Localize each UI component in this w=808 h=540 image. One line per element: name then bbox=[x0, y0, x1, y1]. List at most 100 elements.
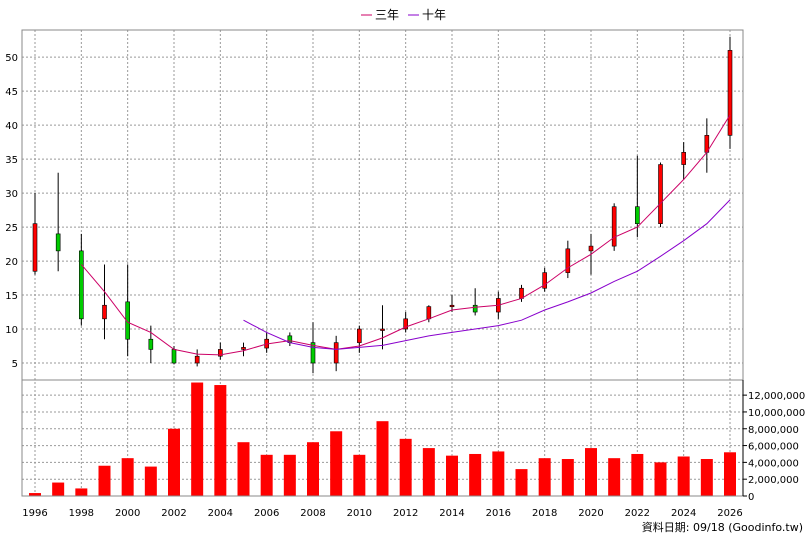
x-tick-label: 2012 bbox=[393, 508, 418, 519]
candle bbox=[79, 233, 84, 326]
volume-tick-label: 0 bbox=[748, 492, 754, 503]
legend: 三年 十年 bbox=[361, 8, 446, 22]
x-tick-label: 2004 bbox=[208, 508, 233, 519]
candle-body bbox=[519, 287, 524, 299]
volume-bar bbox=[353, 454, 366, 496]
volume-bar bbox=[654, 462, 667, 496]
candle-body bbox=[658, 164, 663, 224]
x-tick-label: 1996 bbox=[22, 508, 47, 519]
volume-tick-label: 4,000,000 bbox=[748, 458, 799, 469]
footer-source: 資料日期: 09/18 (Goodinfo.tw) bbox=[642, 520, 803, 534]
volume-bar bbox=[144, 466, 157, 496]
candle bbox=[681, 142, 686, 180]
candle-body bbox=[542, 272, 547, 289]
x-tick-label: 2020 bbox=[578, 508, 603, 519]
candle bbox=[333, 335, 339, 372]
candle-body bbox=[403, 318, 408, 330]
volume-bar bbox=[98, 465, 111, 496]
candle-body bbox=[426, 306, 432, 320]
candle bbox=[264, 332, 269, 353]
candle-body bbox=[380, 328, 385, 331]
candle-body bbox=[102, 304, 107, 320]
volume-bar bbox=[538, 458, 551, 496]
candle bbox=[102, 264, 107, 340]
axes: 5 10 15 20 25 30 35 40 45 50 0 2,000,000 4,000,000 6,… bbox=[5, 29, 805, 519]
volume-bar bbox=[515, 469, 528, 496]
volume-tick-label: 2,000,000 bbox=[748, 475, 799, 486]
volume-bar bbox=[283, 454, 296, 496]
candle-body bbox=[449, 304, 455, 308]
volume-bar bbox=[330, 431, 343, 496]
moving-average-lines bbox=[80, 114, 731, 356]
volume-tick-label: 12,000,000 bbox=[748, 391, 805, 402]
y-tick-label: 50 bbox=[5, 53, 18, 64]
candlesticks bbox=[32, 36, 733, 374]
y-tick-label: 35 bbox=[5, 155, 18, 166]
candle bbox=[635, 155, 640, 238]
volume-bar bbox=[700, 459, 713, 496]
volume-bar bbox=[446, 455, 458, 496]
plot-frame bbox=[21, 29, 744, 497]
candle bbox=[218, 342, 223, 360]
candle bbox=[357, 325, 362, 353]
candle-body bbox=[55, 233, 61, 252]
x-tick-label: 2026 bbox=[717, 508, 742, 519]
volume-bar bbox=[469, 453, 482, 496]
y-tick-label: 20 bbox=[5, 257, 18, 268]
candle-body bbox=[357, 328, 362, 343]
volume-bar bbox=[376, 421, 389, 496]
candle-body bbox=[218, 349, 223, 357]
y-tick-label: 30 bbox=[5, 189, 18, 200]
volume-bar bbox=[75, 488, 88, 496]
volume-bars bbox=[29, 382, 736, 496]
ma-line-10y bbox=[243, 199, 731, 350]
candle bbox=[704, 118, 710, 173]
candle bbox=[241, 342, 246, 357]
volume-bar bbox=[677, 456, 690, 496]
volume-bar bbox=[492, 451, 505, 496]
x-tick-label: 2000 bbox=[115, 508, 140, 519]
candle-body bbox=[611, 206, 617, 247]
candle-body bbox=[171, 349, 177, 364]
volume-bar bbox=[307, 442, 319, 496]
candle bbox=[194, 349, 200, 367]
y-tick-label: 40 bbox=[5, 121, 18, 132]
x-tick-label: 2008 bbox=[300, 508, 325, 519]
volume-bar bbox=[121, 458, 134, 496]
legend-label-3y: 三年 bbox=[375, 8, 399, 22]
x-tick-label: 2006 bbox=[254, 508, 279, 519]
volume-bar bbox=[237, 442, 250, 496]
volume-tick-label: 6,000,000 bbox=[748, 442, 799, 453]
x-tick-label: 2002 bbox=[161, 508, 186, 519]
candle-body bbox=[32, 223, 38, 272]
candle bbox=[542, 267, 547, 292]
candle-body bbox=[125, 301, 130, 340]
volume-tick-label: 8,000,000 bbox=[748, 425, 799, 436]
candle-body bbox=[241, 347, 246, 350]
volume-bar bbox=[191, 382, 204, 496]
volume-bar bbox=[561, 459, 574, 496]
candle-body bbox=[333, 342, 339, 364]
candle-body bbox=[472, 304, 478, 313]
candle bbox=[32, 193, 38, 275]
volume-bar bbox=[214, 385, 227, 496]
candle bbox=[658, 162, 663, 228]
candle bbox=[565, 240, 571, 279]
y-tick-label: 25 bbox=[5, 223, 18, 234]
candle bbox=[403, 312, 408, 333]
ma-line-3y bbox=[80, 114, 731, 356]
candle-body bbox=[681, 152, 686, 165]
volume-bar bbox=[724, 452, 736, 496]
volume-bar bbox=[422, 448, 435, 496]
candle-body bbox=[727, 50, 733, 136]
y-tick-label: 10 bbox=[5, 325, 18, 336]
candle bbox=[148, 325, 154, 364]
volume-tick-label: 10,000,000 bbox=[748, 408, 805, 419]
candle-body bbox=[79, 250, 84, 320]
volume-bar bbox=[52, 482, 65, 496]
volume-bar bbox=[29, 493, 41, 496]
y-tick-label: 5 bbox=[12, 359, 18, 370]
volume-bar bbox=[399, 438, 412, 496]
x-tick-label: 2010 bbox=[347, 508, 372, 519]
